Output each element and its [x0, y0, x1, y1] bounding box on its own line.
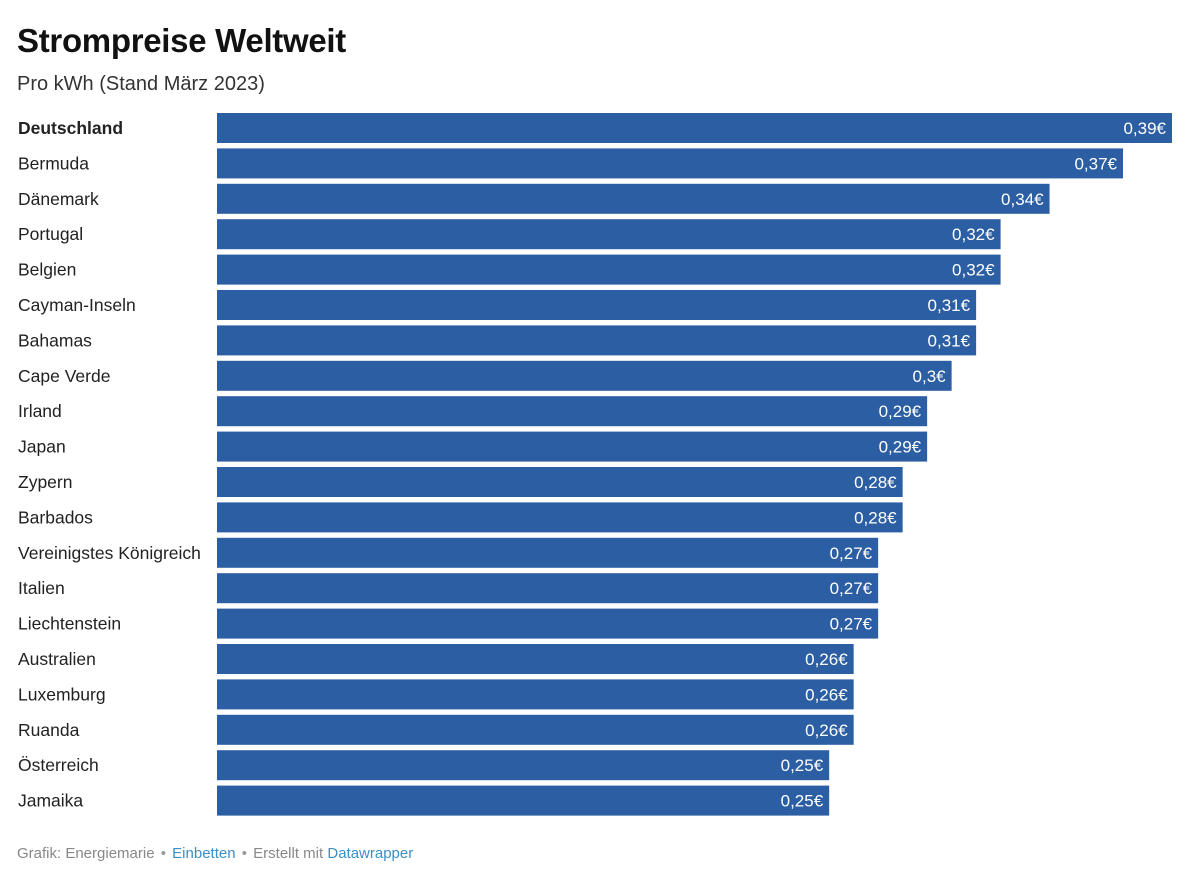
value-label: 0,27€	[830, 544, 873, 563]
value-label: 0,26€	[805, 721, 848, 740]
footer-separator: •	[160, 845, 166, 862]
bar	[217, 325, 977, 356]
category-label: Deutschland	[18, 118, 123, 138]
category-label: Bahamas	[18, 330, 92, 350]
category-label: Barbados	[18, 507, 93, 527]
category-label: Liechtenstein	[18, 614, 121, 634]
bar	[217, 360, 952, 391]
bar-chart: Deutschland 0,39€ Bermuda 0,37€ Dänemark 0,34…	[18, 113, 1172, 816]
bar	[217, 396, 928, 427]
footer: Grafik: Energiemarie • Einbetten • Erste…	[17, 845, 413, 862]
value-label: 0,32€	[952, 225, 995, 244]
chart-subtitle: Pro kWh (Stand März 2023)	[17, 73, 265, 95]
category-label: Irland	[18, 401, 62, 421]
datawrapper-link[interactable]: Datawrapper	[327, 845, 414, 862]
value-label: 0,3€	[913, 367, 947, 386]
value-label: 0,26€	[805, 685, 848, 704]
footer-separator: •	[241, 845, 247, 862]
category-label: Jamaika	[18, 791, 83, 811]
embed-link[interactable]: Einbetten	[172, 845, 236, 862]
category-label: Österreich	[18, 755, 99, 775]
footer-credit: Grafik: Energiemarie	[17, 845, 155, 862]
bar	[217, 219, 1001, 250]
footer-made-with: Erstellt mit	[253, 845, 324, 862]
bar	[217, 290, 977, 320]
bar	[217, 537, 879, 568]
bar	[217, 573, 879, 604]
value-label: 0,29€	[879, 402, 922, 421]
value-label: 0,25€	[781, 792, 824, 811]
value-label: 0,29€	[879, 438, 922, 457]
bar	[217, 785, 830, 816]
value-label: 0,31€	[928, 331, 971, 350]
value-label: 0,26€	[805, 650, 848, 669]
category-label: Cape Verde	[18, 366, 110, 386]
category-label: Luxemburg	[18, 684, 106, 704]
value-label: 0,27€	[830, 579, 873, 598]
value-label: 0,28€	[854, 508, 897, 527]
bar	[217, 183, 1050, 214]
bar	[217, 254, 1001, 285]
value-label: 0,31€	[928, 296, 971, 315]
bar	[217, 467, 903, 497]
bar	[217, 148, 1124, 179]
bar	[217, 644, 854, 674]
value-label: 0,34€	[1001, 190, 1044, 209]
value-label: 0,27€	[830, 615, 873, 634]
bar	[217, 714, 854, 745]
bar	[217, 679, 854, 710]
category-label: Cayman-Inseln	[18, 295, 136, 315]
category-label: Bermuda	[18, 153, 89, 173]
bar	[217, 502, 903, 533]
category-label: Zypern	[18, 472, 72, 492]
category-label: Dänemark	[18, 189, 99, 209]
category-label: Belgien	[18, 260, 76, 280]
category-label: Italien	[18, 578, 65, 598]
bar	[217, 431, 928, 462]
value-label: 0,32€	[952, 261, 995, 280]
chart-title: Strompreise Weltweit	[17, 22, 346, 59]
category-label: Japan	[18, 437, 66, 457]
bar	[217, 113, 1172, 143]
value-label: 0,39€	[1123, 119, 1166, 138]
bar	[217, 608, 879, 639]
category-label: Ruanda	[18, 720, 80, 740]
bar	[217, 750, 830, 781]
value-label: 0,28€	[854, 473, 897, 492]
category-label: Portugal	[18, 224, 83, 244]
category-label: Vereinigstes Königreich	[18, 543, 201, 563]
category-label: Australien	[18, 649, 96, 669]
value-label: 0,37€	[1074, 154, 1117, 173]
value-label: 0,25€	[781, 756, 824, 775]
